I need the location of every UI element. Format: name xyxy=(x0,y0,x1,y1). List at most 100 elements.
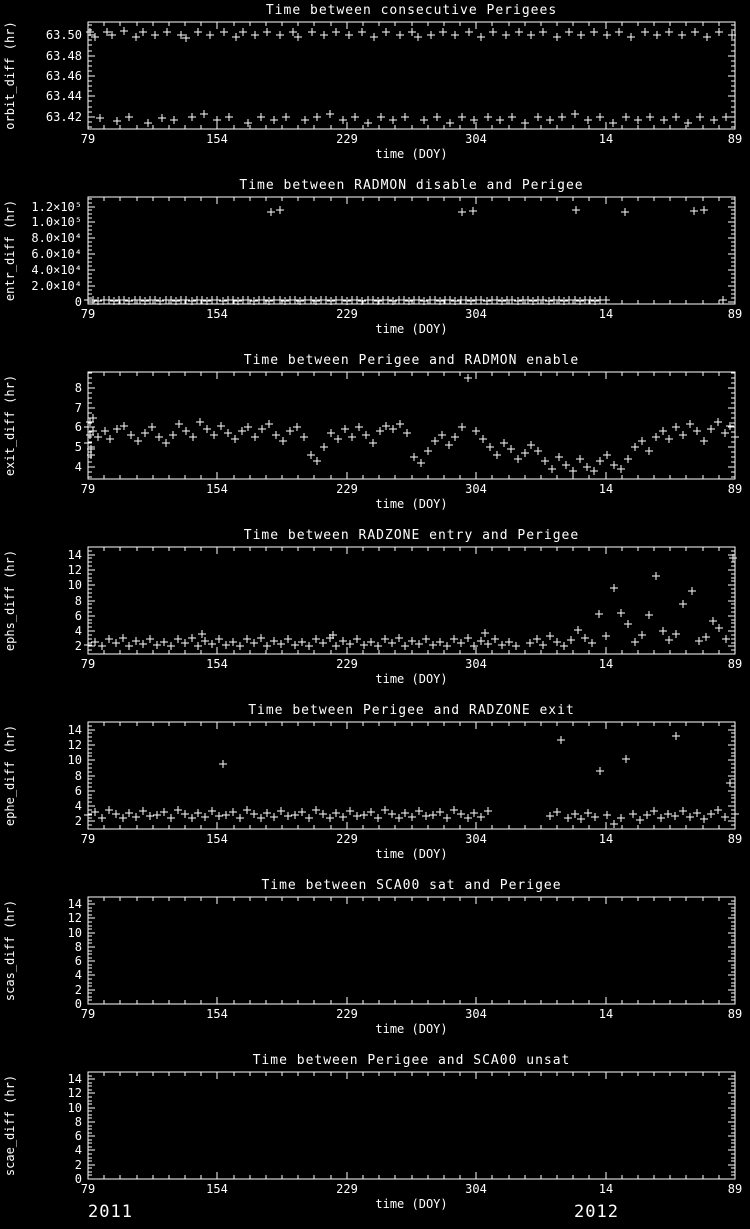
x-tick-label: 229 xyxy=(336,832,358,846)
y-tick-label: 4 xyxy=(75,968,82,982)
x-axis-label: time (DOY) xyxy=(375,672,447,686)
plot-frame xyxy=(87,371,736,480)
x-tick-label: 154 xyxy=(206,832,228,846)
chart-panel-3: Time between Perigee and RADMON enable 79… xyxy=(0,350,750,525)
x-tick-label: 304 xyxy=(465,482,487,496)
y-tick-label: 4.0×10⁴ xyxy=(31,263,82,277)
y-tick-label: 14 xyxy=(68,723,82,737)
axis-minor-ticks xyxy=(88,896,735,1004)
axis-minor-ticks xyxy=(88,546,735,655)
x-tick-label: 89 xyxy=(728,657,742,671)
x-tick-label: 304 xyxy=(465,1007,487,1021)
y-tick-label: 8 xyxy=(75,940,82,954)
chart-canvas: Time between SCA00 sat and Perigee 79 154 2… xyxy=(3,878,742,1036)
chart-panel-1: Time between consecutive Perigees 79 154 22… xyxy=(0,0,750,175)
y-tick-label: 2.0×10⁴ xyxy=(31,279,82,293)
y-tick-label: 1.0×10⁵ xyxy=(31,215,82,229)
y-tick-label: 63.44 xyxy=(46,89,82,103)
x-tick-label: 89 xyxy=(728,1182,742,1196)
chart-panel-4: Time between RADZONE entry and Perigee 79… xyxy=(0,525,750,700)
chart-canvas: Time between Perigee and RADZONE exit 79 1… xyxy=(3,703,742,861)
x-tick-label: 14 xyxy=(599,132,613,146)
x-axis-label: time (DOY) xyxy=(375,1197,447,1211)
axis-major-ticks xyxy=(87,197,736,304)
y-tick-label: 12 xyxy=(68,563,82,577)
axis-minor-ticks xyxy=(88,721,735,830)
x-axis-label: time (DOY) xyxy=(375,847,447,861)
y-axis-label: scas_diff (hr) xyxy=(3,900,17,1001)
y-tick-label: 63.48 xyxy=(46,49,82,63)
y-tick-label: 2 xyxy=(75,814,82,828)
x-tick-label: 304 xyxy=(465,832,487,846)
y-tick-label: 8 xyxy=(75,1115,82,1129)
y-tick-label: 6 xyxy=(75,954,82,968)
x-tick-label: 79 xyxy=(81,832,95,846)
y-tick-label: 6 xyxy=(75,1129,82,1143)
y-axis-label: scae_diff (hr) xyxy=(3,1075,17,1176)
y-tick-label: 0 xyxy=(75,997,82,1011)
x-tick-label: 14 xyxy=(599,1182,613,1196)
year-label-left: 2011 xyxy=(88,1202,133,1222)
x-tick-label: 89 xyxy=(728,482,742,496)
y-tick-label: 0 xyxy=(75,295,82,309)
axis-minor-ticks xyxy=(88,372,735,479)
data-points xyxy=(84,206,727,305)
data-points xyxy=(84,374,739,475)
x-tick-label: 154 xyxy=(206,1007,228,1021)
x-tick-label: 154 xyxy=(206,482,228,496)
year-label-right: 2012 xyxy=(574,1202,619,1222)
y-tick-label: 63.50 xyxy=(46,28,82,42)
data-points xyxy=(86,27,736,127)
y-tick-label: 10 xyxy=(68,1101,82,1115)
plot-title: Time between RADMON disable and Perigee xyxy=(239,178,583,193)
chart-canvas: Time between Perigee and RADMON enable 79… xyxy=(3,353,742,511)
y-tick-label: 8 xyxy=(75,594,82,608)
data-points xyxy=(84,554,737,650)
plot-title: Time between Perigee and SCA00 unsat xyxy=(253,1053,571,1068)
y-tick-label: 63.42 xyxy=(46,110,82,124)
y-tick-label: 4 xyxy=(75,799,82,813)
y-tick-label: 12 xyxy=(68,738,82,752)
x-tick-label: 14 xyxy=(599,482,613,496)
y-tick-label: 4 xyxy=(75,624,82,638)
y-axis-label: ephs_diff (hr) xyxy=(3,550,17,651)
y-tick-label: 1.2×10⁵ xyxy=(31,200,82,214)
x-tick-label: 304 xyxy=(465,657,487,671)
x-tick-label: 229 xyxy=(336,132,358,146)
x-tick-label: 79 xyxy=(81,657,95,671)
x-axis-label: time (DOY) xyxy=(375,322,447,336)
plot-frame xyxy=(87,896,736,1005)
plot-title: Time between SCA00 sat and Perigee xyxy=(261,878,561,893)
y-tick-label: 2 xyxy=(75,983,82,997)
y-tick-label: 4 xyxy=(75,1143,82,1157)
x-axis-label: time (DOY) xyxy=(375,147,447,161)
chart-panel-6: Time between SCA00 sat and Perigee 79 154 2… xyxy=(0,875,750,1050)
x-tick-label: 154 xyxy=(206,657,228,671)
plot-frame xyxy=(87,196,736,305)
x-tick-label: 79 xyxy=(81,132,95,146)
x-tick-label: 154 xyxy=(206,132,228,146)
x-tick-label: 14 xyxy=(599,307,613,321)
plot-title: Time between Perigee and RADMON enable xyxy=(244,353,579,368)
y-tick-label: 0 xyxy=(75,1172,82,1186)
x-axis-label: time (DOY) xyxy=(375,1022,447,1036)
plot-title: Time between Perigee and RADZONE exit xyxy=(248,703,575,718)
y-tick-label: 6 xyxy=(75,420,82,434)
y-axis-label: ephe_diff (hr) xyxy=(3,725,17,826)
y-tick-label: 5 xyxy=(75,440,82,454)
y-tick-label: 8 xyxy=(75,769,82,783)
x-tick-label: 89 xyxy=(728,832,742,846)
y-axis-label: exit_diff (hr) xyxy=(3,375,17,476)
x-tick-label: 229 xyxy=(336,657,358,671)
y-axis-label: orbit_diff (hr) xyxy=(3,21,17,129)
y-tick-label: 14 xyxy=(68,548,82,562)
y-tick-label: 2 xyxy=(75,1158,82,1172)
chart-canvas: Time between Perigee and SCA00 unsat 79 15… xyxy=(3,1053,742,1211)
x-tick-label: 14 xyxy=(599,657,613,671)
x-tick-label: 304 xyxy=(465,132,487,146)
x-tick-label: 229 xyxy=(336,307,358,321)
y-tick-label: 6 xyxy=(75,784,82,798)
x-tick-label: 79 xyxy=(81,1007,95,1021)
chart-panel-7: Time between Perigee and SCA00 unsat 79 15… xyxy=(0,1050,750,1225)
